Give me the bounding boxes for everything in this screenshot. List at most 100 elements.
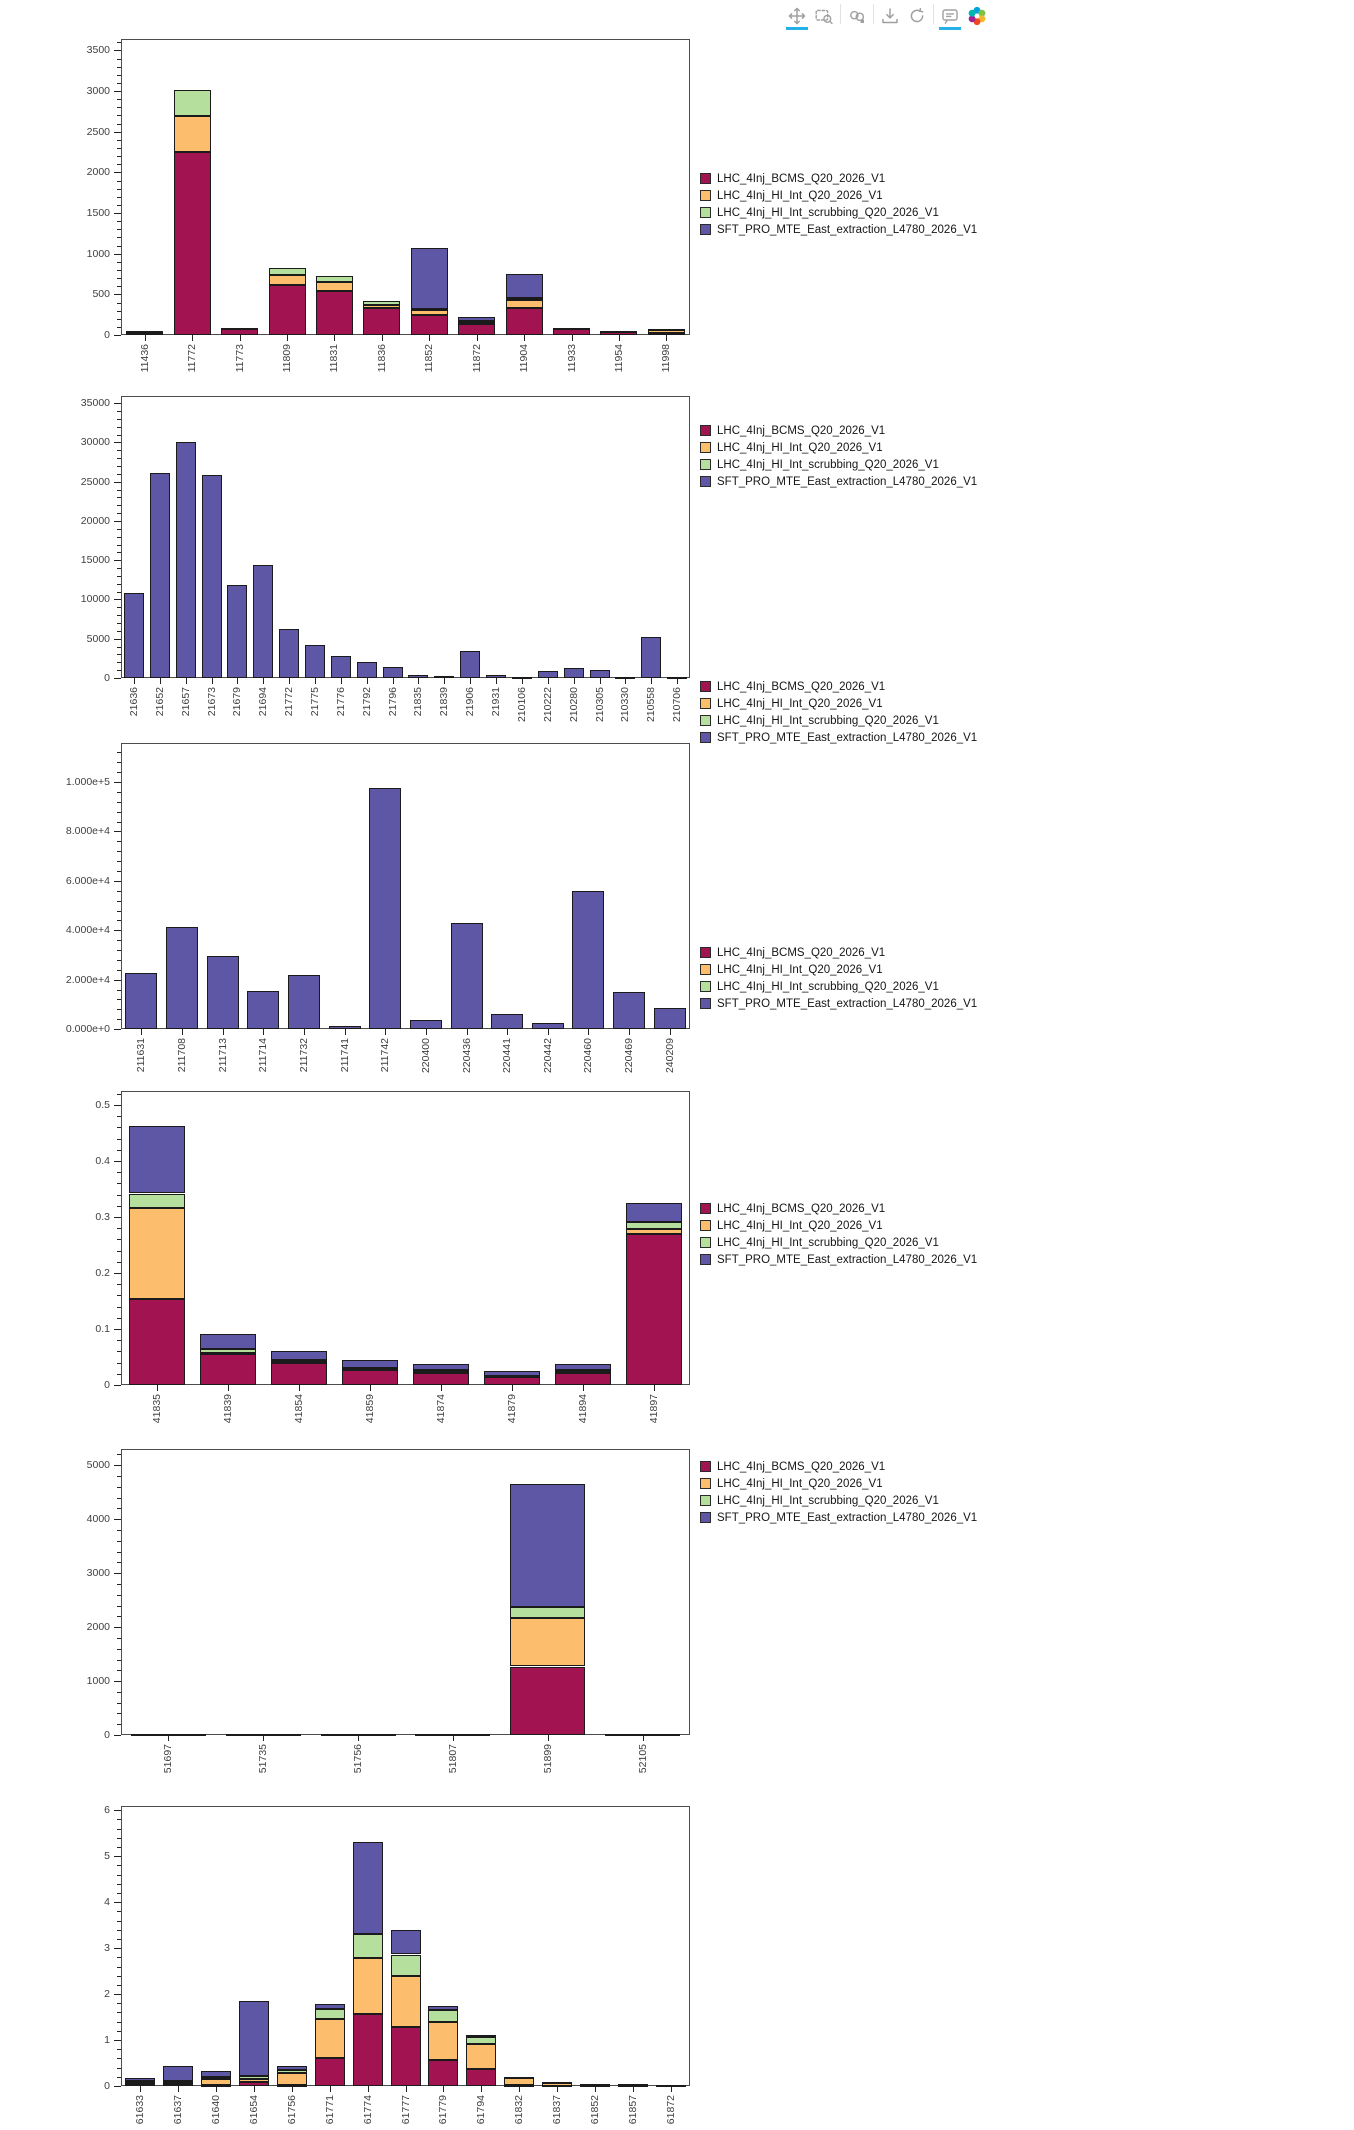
bar-segment-series-1[interactable]: [458, 324, 496, 335]
bar-segment-series-4[interactable]: [486, 674, 506, 678]
bar-segment-series-1[interactable]: [484, 1377, 541, 1385]
bar-segment-series-4[interactable]: [491, 1014, 524, 1029]
bar-segment-series-4[interactable]: [410, 247, 448, 309]
bar-segment-series-4[interactable]: [641, 637, 662, 678]
bar-segment-series-2[interactable]: [363, 305, 401, 309]
bar-segment-series-2[interactable]: [314, 2019, 345, 2058]
bar-segment-series-4[interactable]: [626, 1203, 683, 1222]
bar-segment-series-2[interactable]: [315, 282, 353, 291]
bar-segment-series-3[interactable]: [162, 2081, 193, 2084]
bar-segment-series-3[interactable]: [314, 2009, 345, 2020]
bar-segment-series-2[interactable]: [510, 1617, 586, 1667]
bar-segment-series-4[interactable]: [531, 1022, 564, 1029]
bar-segment-series-3[interactable]: [428, 2010, 459, 2023]
bar-segment-series-4[interactable]: [330, 656, 351, 678]
bar-segment-series-4[interactable]: [505, 274, 543, 298]
bar-segment-series-4[interactable]: [276, 2065, 307, 2070]
bokeh-logo[interactable]: [966, 2, 988, 30]
bar-segment-series-4[interactable]: [667, 676, 688, 679]
bar-segment-series-2[interactable]: [390, 1976, 421, 2027]
bar-segment-series-3[interactable]: [363, 300, 401, 306]
bar-segment-series-4[interactable]: [409, 1019, 442, 1029]
bar-segment-series-1[interactable]: [200, 2085, 231, 2087]
reset-tool-button[interactable]: [906, 2, 928, 30]
bar-segment-series-4[interactable]: [247, 990, 280, 1029]
bar-segment-series-4[interactable]: [511, 677, 532, 679]
plot-area-chart-4[interactable]: [121, 1091, 690, 1385]
bar-segment-series-4[interactable]: [227, 585, 248, 678]
bar-segment-series-4[interactable]: [201, 474, 222, 678]
bar-segment-series-1[interactable]: [238, 2081, 269, 2086]
bar-segment-series-1[interactable]: [314, 2058, 345, 2086]
bar-segment-series-4[interactable]: [413, 1364, 470, 1371]
bar-segment-series-2[interactable]: [428, 2022, 459, 2060]
bar-segment-series-2[interactable]: [276, 2073, 307, 2086]
bar-segment-series-4[interactable]: [369, 788, 402, 1029]
bar-segment-series-3[interactable]: [555, 1370, 612, 1373]
bar-segment-series-4[interactable]: [390, 1929, 421, 1955]
bar-segment-series-4[interactable]: [450, 923, 483, 1029]
bar-segment-series-1[interactable]: [390, 2026, 421, 2086]
bar-segment-series-1[interactable]: [268, 284, 306, 335]
bar-segment-series-4[interactable]: [458, 316, 496, 322]
plot-area-chart-3[interactable]: [121, 743, 690, 1029]
bar-segment-series-1[interactable]: [415, 1733, 491, 1736]
bar-segment-series-1[interactable]: [510, 1666, 586, 1735]
bar-segment-series-2[interactable]: [128, 1208, 185, 1300]
bar-segment-series-3[interactable]: [484, 1375, 541, 1378]
bar-segment-series-1[interactable]: [555, 1372, 612, 1385]
save-tool-button[interactable]: [879, 2, 901, 30]
hover-tool-button[interactable]: [939, 2, 961, 30]
plot-area-chart-5[interactable]: [121, 1449, 690, 1735]
bar-segment-series-4[interactable]: [149, 473, 170, 678]
bar-segment-series-4[interactable]: [279, 628, 300, 678]
bar-segment-series-2[interactable]: [173, 116, 211, 153]
bar-segment-series-4[interactable]: [352, 1841, 383, 1935]
bar-segment-series-4[interactable]: [162, 2065, 193, 2082]
bar-segment-series-1[interactable]: [363, 308, 401, 335]
bar-segment-series-2[interactable]: [221, 328, 258, 331]
bar-segment-series-4[interactable]: [356, 662, 377, 678]
box-zoom-tool-button[interactable]: [813, 2, 835, 30]
bar-segment-series-2[interactable]: [600, 330, 638, 333]
bar-segment-series-4[interactable]: [408, 675, 429, 678]
bar-segment-series-4[interactable]: [287, 975, 320, 1029]
bar-segment-series-4[interactable]: [382, 667, 403, 678]
bar-segment-series-4[interactable]: [589, 670, 610, 678]
bar-segment-series-1[interactable]: [413, 1372, 470, 1385]
bar-segment-series-4[interactable]: [128, 1125, 185, 1194]
bar-segment-series-4[interactable]: [563, 667, 584, 678]
bar-segment-series-2[interactable]: [626, 1229, 683, 1234]
bar-segment-series-3[interactable]: [390, 1954, 421, 1977]
plot-area-chart-1[interactable]: [121, 39, 690, 335]
bar-segment-series-4[interactable]: [542, 2081, 573, 2084]
bar-segment-series-4[interactable]: [199, 1333, 256, 1350]
bar-segment-series-1[interactable]: [199, 1354, 256, 1385]
bar-segment-series-3[interactable]: [413, 1370, 470, 1373]
bar-segment-series-1[interactable]: [605, 1734, 681, 1736]
bar-segment-series-4[interactable]: [253, 564, 274, 678]
bar-segment-series-2[interactable]: [268, 274, 306, 285]
bar-segment-series-1[interactable]: [626, 1233, 683, 1385]
bar-segment-series-3[interactable]: [125, 2081, 155, 2084]
bar-segment-series-4[interactable]: [653, 1008, 686, 1029]
bar-segment-series-4[interactable]: [126, 330, 164, 333]
bar-segment-series-1[interactable]: [410, 314, 448, 335]
bar-segment-series-1[interactable]: [505, 308, 543, 335]
bar-segment-series-2[interactable]: [504, 2078, 535, 2086]
bar-segment-series-3[interactable]: [458, 321, 496, 324]
bar-segment-series-2[interactable]: [505, 300, 543, 309]
bar-segment-series-4[interactable]: [428, 2005, 459, 2011]
bar-segment-series-3[interactable]: [352, 1934, 383, 1958]
bar-segment-series-4[interactable]: [572, 890, 605, 1029]
bar-segment-series-3[interactable]: [341, 1367, 398, 1370]
bar-segment-series-3[interactable]: [276, 2069, 307, 2074]
bar-segment-series-4[interactable]: [555, 1364, 612, 1371]
bar-segment-series-4[interactable]: [341, 1360, 398, 1368]
bar-segment-series-2[interactable]: [200, 2079, 231, 2086]
bar-segment-series-1[interactable]: [466, 2069, 497, 2086]
bar-segment-series-1[interactable]: [276, 2085, 307, 2087]
bar-segment-series-1[interactable]: [130, 1733, 206, 1736]
bar-segment-series-1[interactable]: [352, 2013, 383, 2086]
plot-area-chart-2[interactable]: [121, 396, 690, 678]
